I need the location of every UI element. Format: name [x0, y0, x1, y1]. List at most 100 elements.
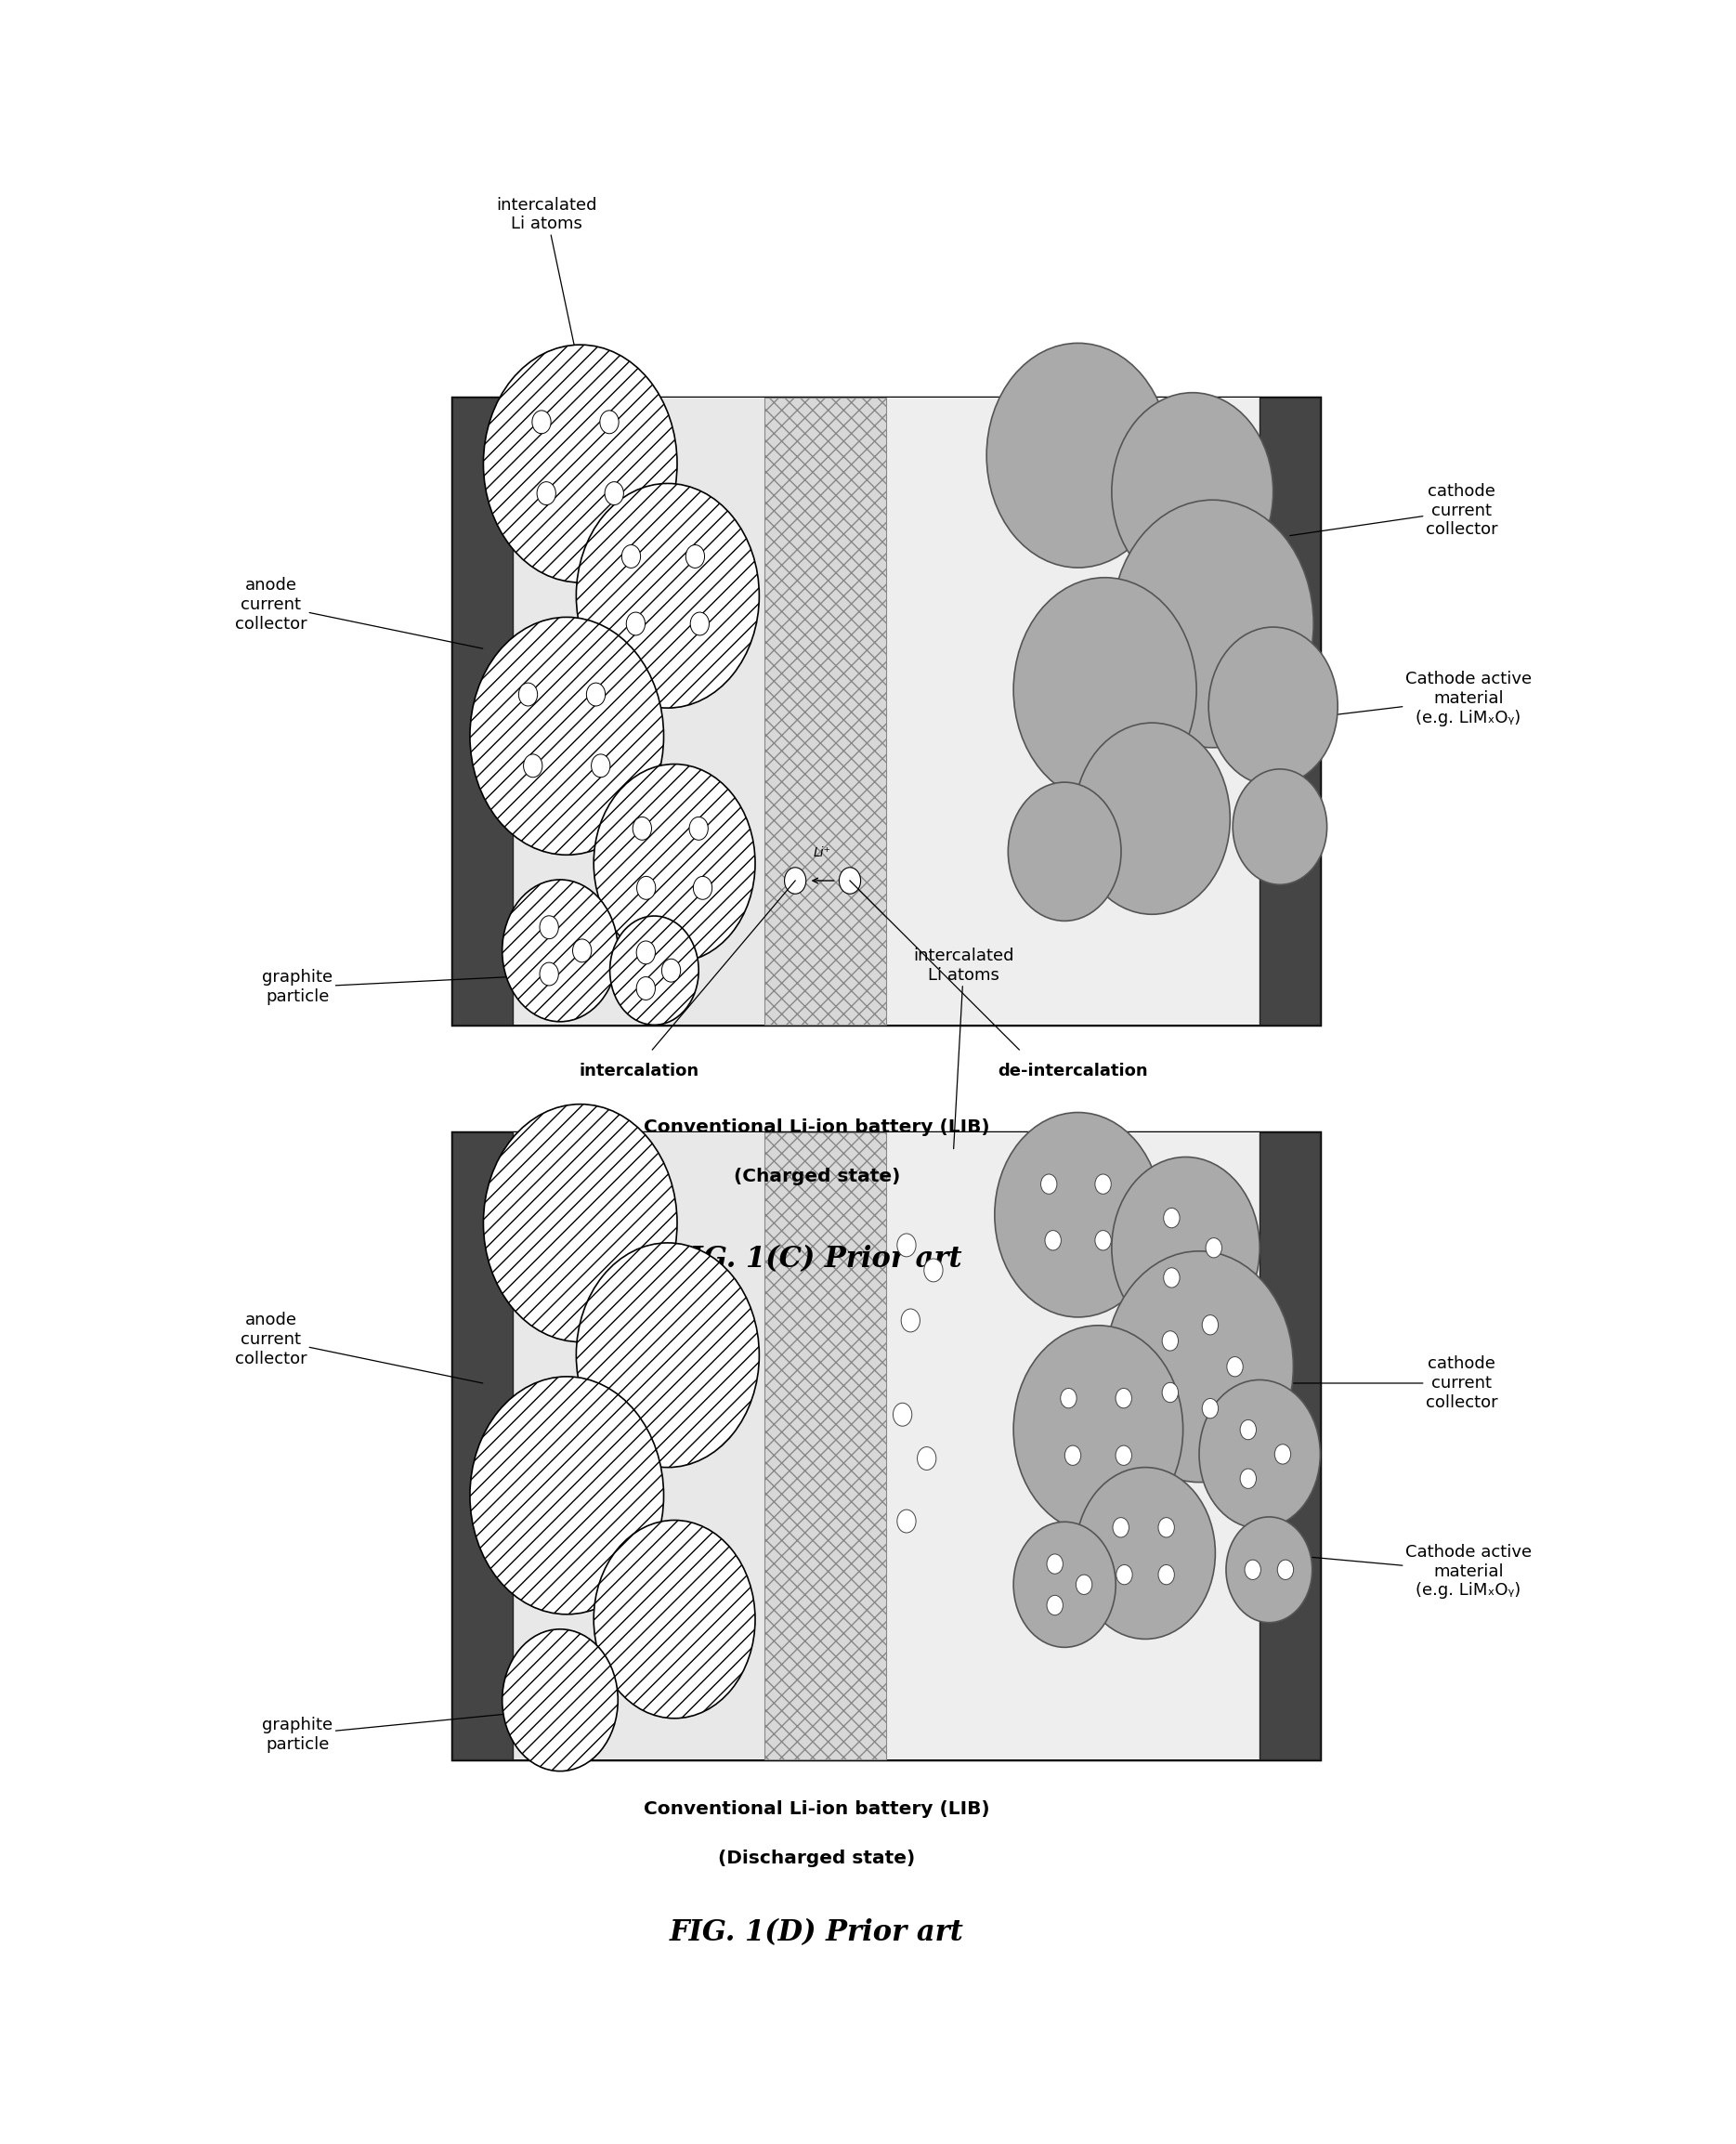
Circle shape [686, 545, 705, 568]
Text: anode
current
collector: anode current collector [234, 577, 483, 647]
Text: FIG. 1(D) Prior art: FIG. 1(D) Prior art [670, 1919, 963, 1947]
Circle shape [637, 978, 654, 999]
Circle shape [594, 763, 755, 963]
Circle shape [1227, 1357, 1243, 1376]
Text: (Discharged state): (Discharged state) [719, 1850, 915, 1867]
Circle shape [1233, 770, 1326, 885]
Bar [453, 1132, 514, 1760]
Bar [887, 397, 1260, 1025]
Circle shape [691, 613, 708, 635]
Circle shape [1245, 1561, 1260, 1580]
Circle shape [587, 684, 606, 705]
Circle shape [536, 482, 556, 506]
Circle shape [693, 877, 712, 900]
Circle shape [1047, 1554, 1062, 1574]
Bar [514, 1132, 766, 1760]
Text: Conventional Li-ion battery (LIB): Conventional Li-ion battery (LIB) [644, 1801, 990, 1818]
Circle shape [470, 1376, 663, 1614]
Text: de-intercalation: de-intercalation [998, 1063, 1147, 1081]
Circle shape [1075, 723, 1231, 913]
Circle shape [519, 684, 538, 705]
Text: Cathode active
material
(e.g. LiMₓOᵧ): Cathode active material (e.g. LiMₓOᵧ) [1260, 671, 1531, 727]
Circle shape [1207, 1237, 1222, 1259]
Bar [453, 397, 514, 1025]
Circle shape [573, 939, 592, 963]
Bar [887, 1132, 1260, 1760]
Circle shape [1201, 1398, 1219, 1419]
Circle shape [533, 410, 550, 433]
Bar [1260, 397, 1321, 1025]
Bar [514, 397, 766, 1025]
Circle shape [1201, 1314, 1219, 1336]
Circle shape [1095, 1175, 1111, 1194]
Circle shape [470, 617, 663, 855]
Circle shape [1208, 626, 1338, 785]
Circle shape [1278, 1561, 1293, 1580]
Circle shape [1111, 500, 1314, 748]
Circle shape [592, 755, 609, 778]
Circle shape [1095, 1231, 1111, 1250]
Circle shape [1064, 1445, 1082, 1464]
Circle shape [1075, 1466, 1215, 1638]
Circle shape [1113, 1518, 1128, 1537]
Circle shape [576, 482, 759, 708]
Circle shape [995, 1113, 1161, 1316]
Circle shape [594, 1520, 755, 1717]
Circle shape [1161, 1383, 1179, 1402]
Text: intercalation: intercalation [578, 1063, 700, 1081]
Circle shape [1061, 1389, 1076, 1409]
Circle shape [637, 877, 656, 900]
Text: intercalated
Li atoms: intercalated Li atoms [496, 197, 597, 405]
Bar [453, 1132, 1321, 1760]
Circle shape [1200, 1381, 1321, 1529]
Circle shape [1158, 1518, 1174, 1537]
Circle shape [1163, 1207, 1180, 1229]
Circle shape [621, 545, 641, 568]
Text: Conventional Li-ion battery (LIB): Conventional Li-ion battery (LIB) [644, 1119, 990, 1136]
Bar [1260, 1132, 1321, 1760]
Circle shape [1014, 1522, 1116, 1647]
Circle shape [898, 1233, 917, 1256]
Text: (Charged state): (Charged state) [734, 1168, 901, 1186]
Circle shape [1163, 1267, 1180, 1289]
Circle shape [785, 868, 806, 894]
Circle shape [838, 868, 861, 894]
Circle shape [661, 958, 681, 982]
Circle shape [627, 613, 646, 635]
Circle shape [1116, 1445, 1132, 1464]
Bar [766, 397, 887, 1025]
Text: graphite
particle: graphite particle [262, 1709, 554, 1752]
Circle shape [986, 343, 1170, 568]
Circle shape [1116, 1565, 1132, 1584]
Text: anode
current
collector: anode current collector [234, 1312, 483, 1383]
Circle shape [1047, 1595, 1062, 1614]
Circle shape [540, 915, 559, 939]
Circle shape [632, 817, 651, 840]
Circle shape [898, 1509, 917, 1533]
Circle shape [917, 1447, 936, 1471]
Circle shape [1014, 577, 1196, 802]
Circle shape [924, 1259, 943, 1282]
Circle shape [1274, 1445, 1292, 1464]
Circle shape [689, 817, 708, 840]
Circle shape [502, 1629, 618, 1771]
Circle shape [483, 1104, 677, 1342]
Circle shape [609, 915, 698, 1025]
Circle shape [524, 755, 542, 778]
Text: intercalated
Li atoms: intercalated Li atoms [913, 948, 1014, 1149]
Circle shape [1076, 1574, 1092, 1595]
Text: Li⁺: Li⁺ [814, 847, 832, 860]
Circle shape [601, 410, 618, 433]
Circle shape [1045, 1231, 1061, 1250]
Circle shape [892, 1402, 911, 1426]
Circle shape [540, 963, 559, 986]
Circle shape [637, 941, 654, 965]
Text: cathode
current
collector: cathode current collector [1290, 1355, 1498, 1411]
Circle shape [502, 879, 618, 1023]
Circle shape [1240, 1419, 1257, 1439]
Circle shape [1111, 1158, 1260, 1338]
Circle shape [1116, 1389, 1132, 1409]
Circle shape [1009, 783, 1121, 922]
Circle shape [1014, 1325, 1182, 1533]
Circle shape [604, 482, 623, 506]
